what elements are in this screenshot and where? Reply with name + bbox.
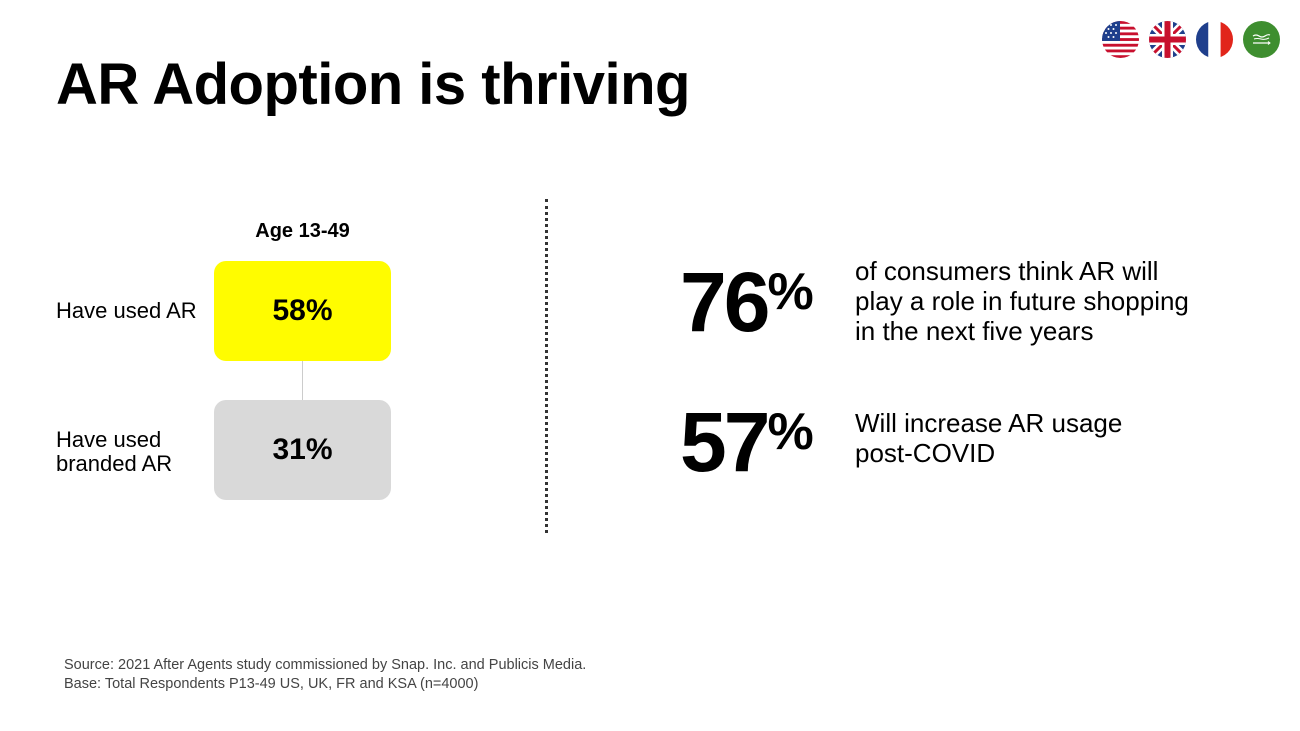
branded-ar-label-line-2: branded AR	[56, 451, 173, 476]
have-used-branded-ar-value-box: 31%	[214, 400, 391, 500]
uk-flag-icon	[1149, 21, 1186, 58]
stat-76-number: 76%	[680, 260, 814, 344]
connector-line	[302, 361, 303, 400]
stat-76-line-2: play a role in future shopping	[855, 286, 1189, 316]
page-title: AR Adoption is thriving	[56, 52, 690, 117]
stat-76-description: of consumers think AR will play a role i…	[855, 256, 1255, 346]
france-flag-icon	[1196, 21, 1233, 58]
have-used-ar-label: Have used AR	[56, 298, 197, 323]
stat-76-line-3: in the next five years	[855, 316, 1094, 346]
stat-57-line-2: post-COVID	[855, 438, 996, 468]
us-flag-icon	[1102, 21, 1139, 58]
saudi-arabia-flag-icon	[1243, 21, 1280, 58]
stat-57-number: 57%	[680, 400, 814, 484]
stat-76-unit: %	[767, 263, 814, 321]
stat-57-unit: %	[767, 403, 814, 461]
have-used-ar-value-box: 58%	[214, 261, 391, 361]
have-used-branded-ar-label: Have used branded AR	[56, 428, 172, 476]
stat-57-line-1: Will increase AR usage	[855, 408, 1123, 438]
branded-ar-label-line-1: Have used	[56, 427, 162, 452]
stat-57-digits: 57	[680, 395, 770, 489]
flag-group	[1102, 21, 1280, 58]
dotted-divider	[545, 199, 548, 533]
stat-57-description: Will increase AR usage post-COVID	[855, 408, 1255, 468]
source-footnote: Source: 2021 After Agents study commissi…	[64, 656, 586, 694]
stat-76-line-1: of consumers think AR will	[855, 256, 1159, 286]
footnote-source: Source: 2021 After Agents study commissi…	[64, 657, 587, 673]
stat-76-digits: 76	[680, 255, 770, 349]
footnote-base: Base: Total Respondents P13-49 US, UK, F…	[64, 676, 479, 692]
age-group-label: Age 13-49	[255, 220, 350, 242]
